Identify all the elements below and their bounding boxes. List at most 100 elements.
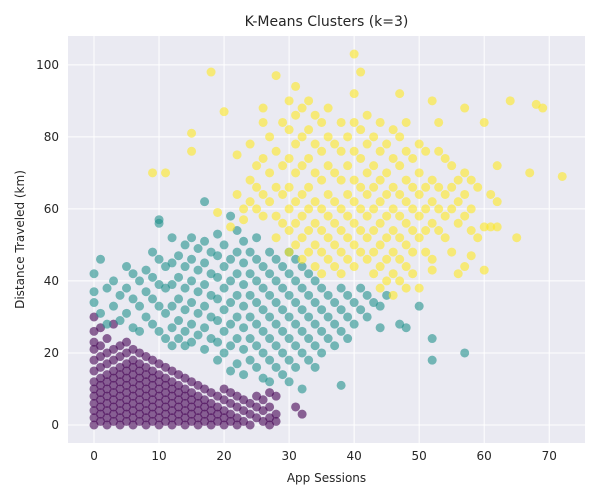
- data-point: [323, 161, 333, 171]
- data-point: [382, 290, 392, 300]
- data-point: [557, 171, 567, 181]
- data-point: [362, 168, 372, 178]
- data-point: [213, 251, 223, 261]
- x-axis-label: App Sessions: [287, 471, 366, 485]
- data-point: [440, 233, 450, 243]
- data-point: [284, 247, 294, 257]
- data-point: [349, 175, 359, 185]
- data-point: [336, 326, 346, 336]
- data-point: [382, 168, 392, 178]
- data-point: [297, 189, 307, 199]
- data-point: [414, 189, 424, 199]
- data-point: [336, 175, 346, 185]
- data-point: [356, 305, 366, 315]
- data-point: [271, 182, 281, 192]
- data-point: [297, 254, 307, 264]
- data-point: [258, 326, 268, 336]
- data-point: [460, 211, 470, 221]
- data-point: [180, 262, 190, 272]
- data-point: [154, 301, 164, 311]
- data-point: [245, 334, 255, 344]
- data-point: [414, 139, 424, 149]
- data-point: [252, 161, 262, 171]
- data-point: [219, 262, 229, 272]
- data-point: [187, 128, 197, 138]
- data-point: [200, 197, 210, 207]
- data-point: [226, 366, 236, 376]
- data-point: [239, 323, 249, 333]
- data-point: [349, 89, 359, 99]
- data-point: [232, 290, 242, 300]
- data-point: [297, 283, 307, 293]
- data-point: [349, 197, 359, 207]
- data-point: [245, 175, 255, 185]
- data-point: [291, 276, 301, 286]
- data-point: [278, 218, 288, 228]
- data-point: [330, 298, 340, 308]
- data-point: [213, 294, 223, 304]
- data-point: [447, 204, 457, 214]
- x-tick-label: 10: [151, 449, 166, 463]
- data-point: [154, 326, 164, 336]
- data-point: [362, 254, 372, 264]
- data-point: [323, 290, 333, 300]
- data-point: [122, 337, 132, 347]
- data-point: [258, 211, 268, 221]
- data-point: [213, 272, 223, 282]
- data-point: [291, 319, 301, 329]
- data-point: [232, 150, 242, 160]
- data-point: [343, 233, 353, 243]
- data-point: [304, 96, 314, 106]
- data-point: [408, 247, 418, 257]
- data-point: [291, 218, 301, 228]
- data-point: [193, 308, 203, 318]
- data-point: [460, 103, 470, 113]
- data-point: [512, 233, 522, 243]
- data-point: [297, 103, 307, 113]
- data-point: [278, 161, 288, 171]
- data-point: [453, 269, 463, 279]
- data-point: [382, 233, 392, 243]
- data-point: [109, 301, 119, 311]
- data-point: [128, 294, 138, 304]
- data-point: [148, 319, 158, 329]
- data-point: [538, 103, 548, 113]
- data-point: [349, 298, 359, 308]
- data-point: [245, 312, 255, 322]
- data-point: [369, 247, 379, 257]
- data-point: [362, 233, 372, 243]
- data-point: [187, 337, 197, 347]
- data-point: [278, 370, 288, 380]
- data-point: [297, 262, 307, 272]
- data-point: [200, 236, 210, 246]
- data-point: [200, 344, 210, 354]
- data-point: [323, 189, 333, 199]
- x-tick-label: 70: [542, 449, 557, 463]
- data-point: [434, 146, 444, 156]
- data-point: [336, 380, 346, 390]
- data-point: [317, 305, 327, 315]
- data-point: [128, 269, 138, 279]
- data-point: [239, 301, 249, 311]
- data-point: [271, 233, 281, 243]
- data-point: [317, 146, 327, 156]
- data-point: [167, 341, 177, 351]
- data-point: [336, 269, 346, 279]
- data-point: [362, 189, 372, 199]
- data-point: [440, 211, 450, 221]
- data-point: [297, 233, 307, 243]
- data-point: [343, 290, 353, 300]
- data-point: [141, 287, 151, 297]
- data-point: [447, 161, 457, 171]
- data-point: [505, 96, 515, 106]
- data-point: [226, 341, 236, 351]
- data-point: [213, 355, 223, 365]
- y-tick-label: 100: [36, 58, 59, 72]
- data-point: [395, 254, 405, 264]
- cluster-series-0: [89, 312, 307, 430]
- data-point: [421, 247, 431, 257]
- data-point: [323, 254, 333, 264]
- data-point: [291, 139, 301, 149]
- data-point: [401, 117, 411, 127]
- y-tick-label: 60: [44, 202, 59, 216]
